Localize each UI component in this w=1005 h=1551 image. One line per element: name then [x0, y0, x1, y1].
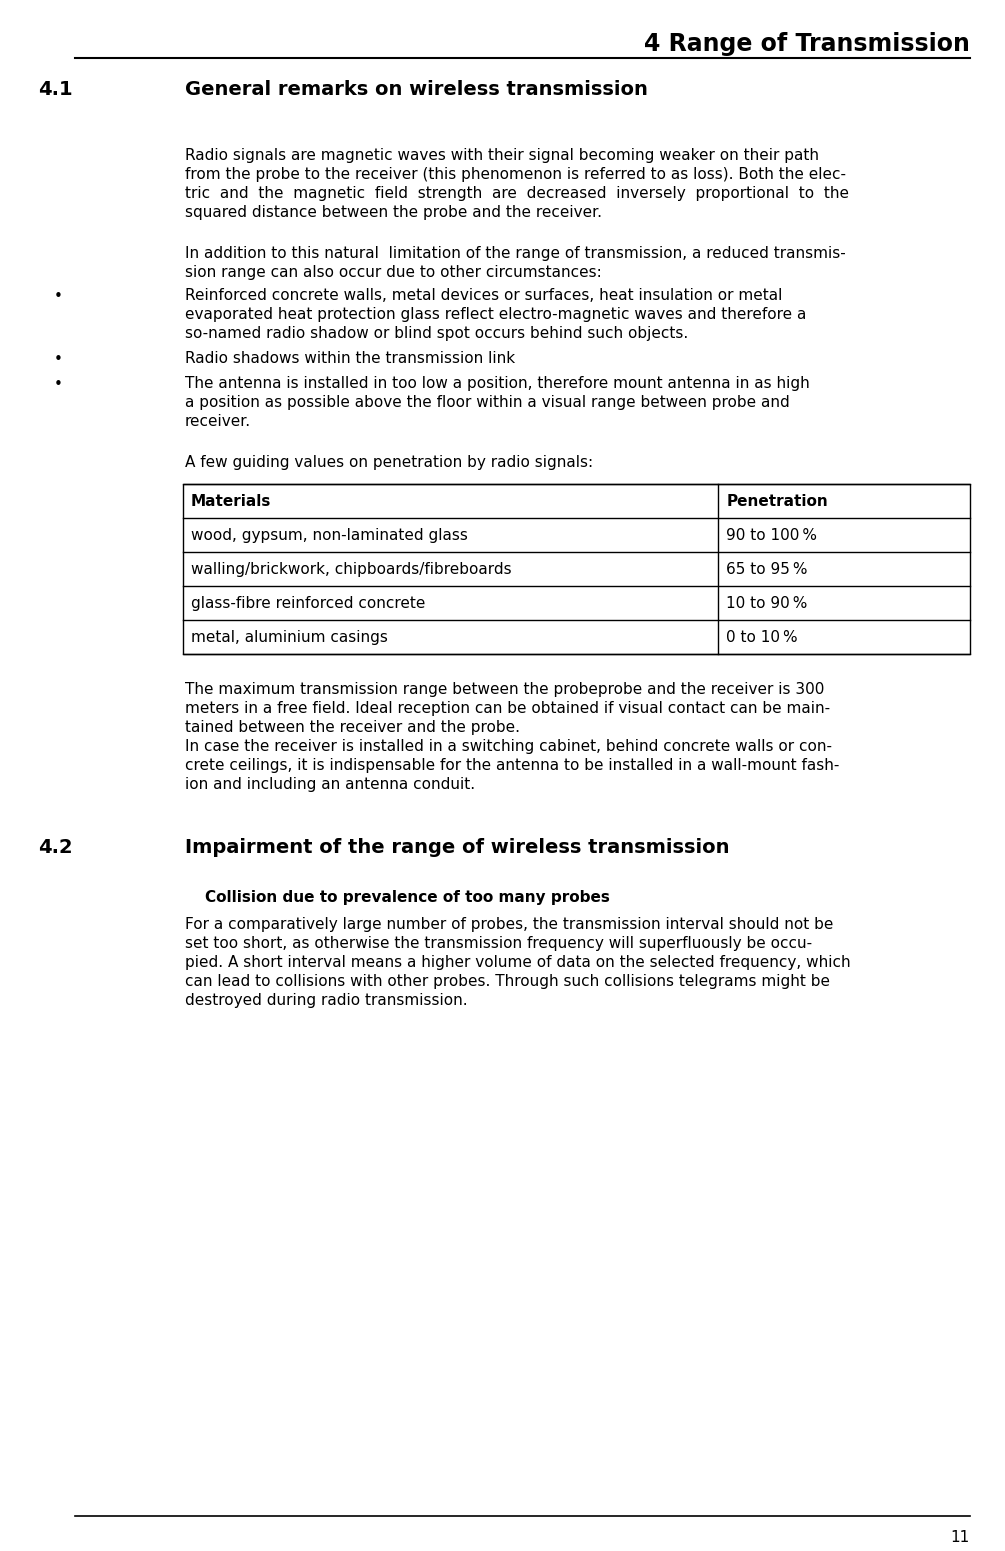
Text: 4.2: 4.2: [38, 838, 72, 858]
Text: meters in a free field. Ideal reception can be obtained if visual contact can be: meters in a free field. Ideal reception …: [185, 701, 830, 717]
Text: 0 to 10 %: 0 to 10 %: [727, 630, 798, 645]
Text: Collision due to prevalence of too many probes: Collision due to prevalence of too many …: [205, 890, 610, 904]
Text: can lead to collisions with other probes. Through such collisions telegrams migh: can lead to collisions with other probes…: [185, 974, 830, 990]
Text: set too short, as otherwise the transmission frequency will superfluously be occ: set too short, as otherwise the transmis…: [185, 935, 812, 951]
Text: The maximum transmission range between the probeprobe and the receiver is 300: The maximum transmission range between t…: [185, 682, 824, 696]
Text: 4 Range of Transmission: 4 Range of Transmission: [644, 33, 970, 56]
Text: receiver.: receiver.: [185, 414, 251, 430]
Text: The antenna is installed in too low a position, therefore mount antenna in as hi: The antenna is installed in too low a po…: [185, 375, 810, 391]
Text: 65 to 95 %: 65 to 95 %: [727, 561, 808, 577]
Text: from the probe to the receiver (this phenomenon is referred to as loss). Both th: from the probe to the receiver (this phe…: [185, 168, 846, 181]
Text: Radio signals are magnetic waves with their signal becoming weaker on their path: Radio signals are magnetic waves with th…: [185, 147, 819, 163]
Text: A few guiding values on penetration by radio signals:: A few guiding values on penetration by r…: [185, 454, 593, 470]
Text: tained between the receiver and the probe.: tained between the receiver and the prob…: [185, 720, 520, 735]
Text: 4.1: 4.1: [38, 81, 72, 99]
Text: ion and including an antenna conduit.: ion and including an antenna conduit.: [185, 777, 475, 793]
Text: Radio shadows within the transmission link: Radio shadows within the transmission li…: [185, 351, 516, 366]
Text: In case the receiver is installed in a switching cabinet, behind concrete walls : In case the receiver is installed in a s…: [185, 738, 832, 754]
Text: crete ceilings, it is indispensable for the antenna to be installed in a wall-mo: crete ceilings, it is indispensable for …: [185, 758, 839, 772]
Text: metal, aluminium casings: metal, aluminium casings: [191, 630, 388, 645]
Text: destroyed during radio transmission.: destroyed during radio transmission.: [185, 993, 467, 1008]
Text: Materials: Materials: [191, 495, 271, 509]
Text: For a comparatively large number of probes, the transmission interval should not: For a comparatively large number of prob…: [185, 917, 833, 932]
Text: Impairment of the range of wireless transmission: Impairment of the range of wireless tran…: [185, 838, 730, 858]
Text: •: •: [53, 377, 62, 392]
Text: 10 to 90 %: 10 to 90 %: [727, 596, 808, 611]
Text: glass-fibre reinforced concrete: glass-fibre reinforced concrete: [191, 596, 425, 611]
Text: •: •: [53, 352, 62, 368]
Text: evaporated heat protection glass reflect electro-magnetic waves and therefore a: evaporated heat protection glass reflect…: [185, 307, 806, 323]
Bar: [183, 484, 970, 655]
Text: General remarks on wireless transmission: General remarks on wireless transmission: [185, 81, 648, 99]
Text: 11: 11: [951, 1529, 970, 1545]
Text: squared distance between the probe and the receiver.: squared distance between the probe and t…: [185, 205, 602, 220]
Text: Reinforced concrete walls, metal devices or surfaces, heat insulation or metal: Reinforced concrete walls, metal devices…: [185, 288, 782, 302]
Text: a position as possible above the floor within a visual range between probe and: a position as possible above the floor w…: [185, 396, 790, 409]
Text: sion range can also occur due to other circumstances:: sion range can also occur due to other c…: [185, 265, 602, 281]
Text: tric  and  the  magnetic  field  strength  are  decreased  inversely  proportion: tric and the magnetic field strength are…: [185, 186, 849, 202]
Text: pied. A short interval means a higher volume of data on the selected frequency, : pied. A short interval means a higher vo…: [185, 955, 850, 969]
Text: wood, gypsum, non-laminated glass: wood, gypsum, non-laminated glass: [191, 527, 468, 543]
Text: In addition to this natural  limitation of the range of transmission, a reduced : In addition to this natural limitation o…: [185, 247, 846, 261]
Text: Penetration: Penetration: [727, 495, 828, 509]
Text: walling/brickwork, chipboards/fibreboards: walling/brickwork, chipboards/fibreboard…: [191, 561, 512, 577]
Text: 90 to 100 %: 90 to 100 %: [727, 527, 817, 543]
Text: so-named radio shadow or blind spot occurs behind such objects.: so-named radio shadow or blind spot occu…: [185, 326, 688, 341]
Text: •: •: [53, 288, 62, 304]
